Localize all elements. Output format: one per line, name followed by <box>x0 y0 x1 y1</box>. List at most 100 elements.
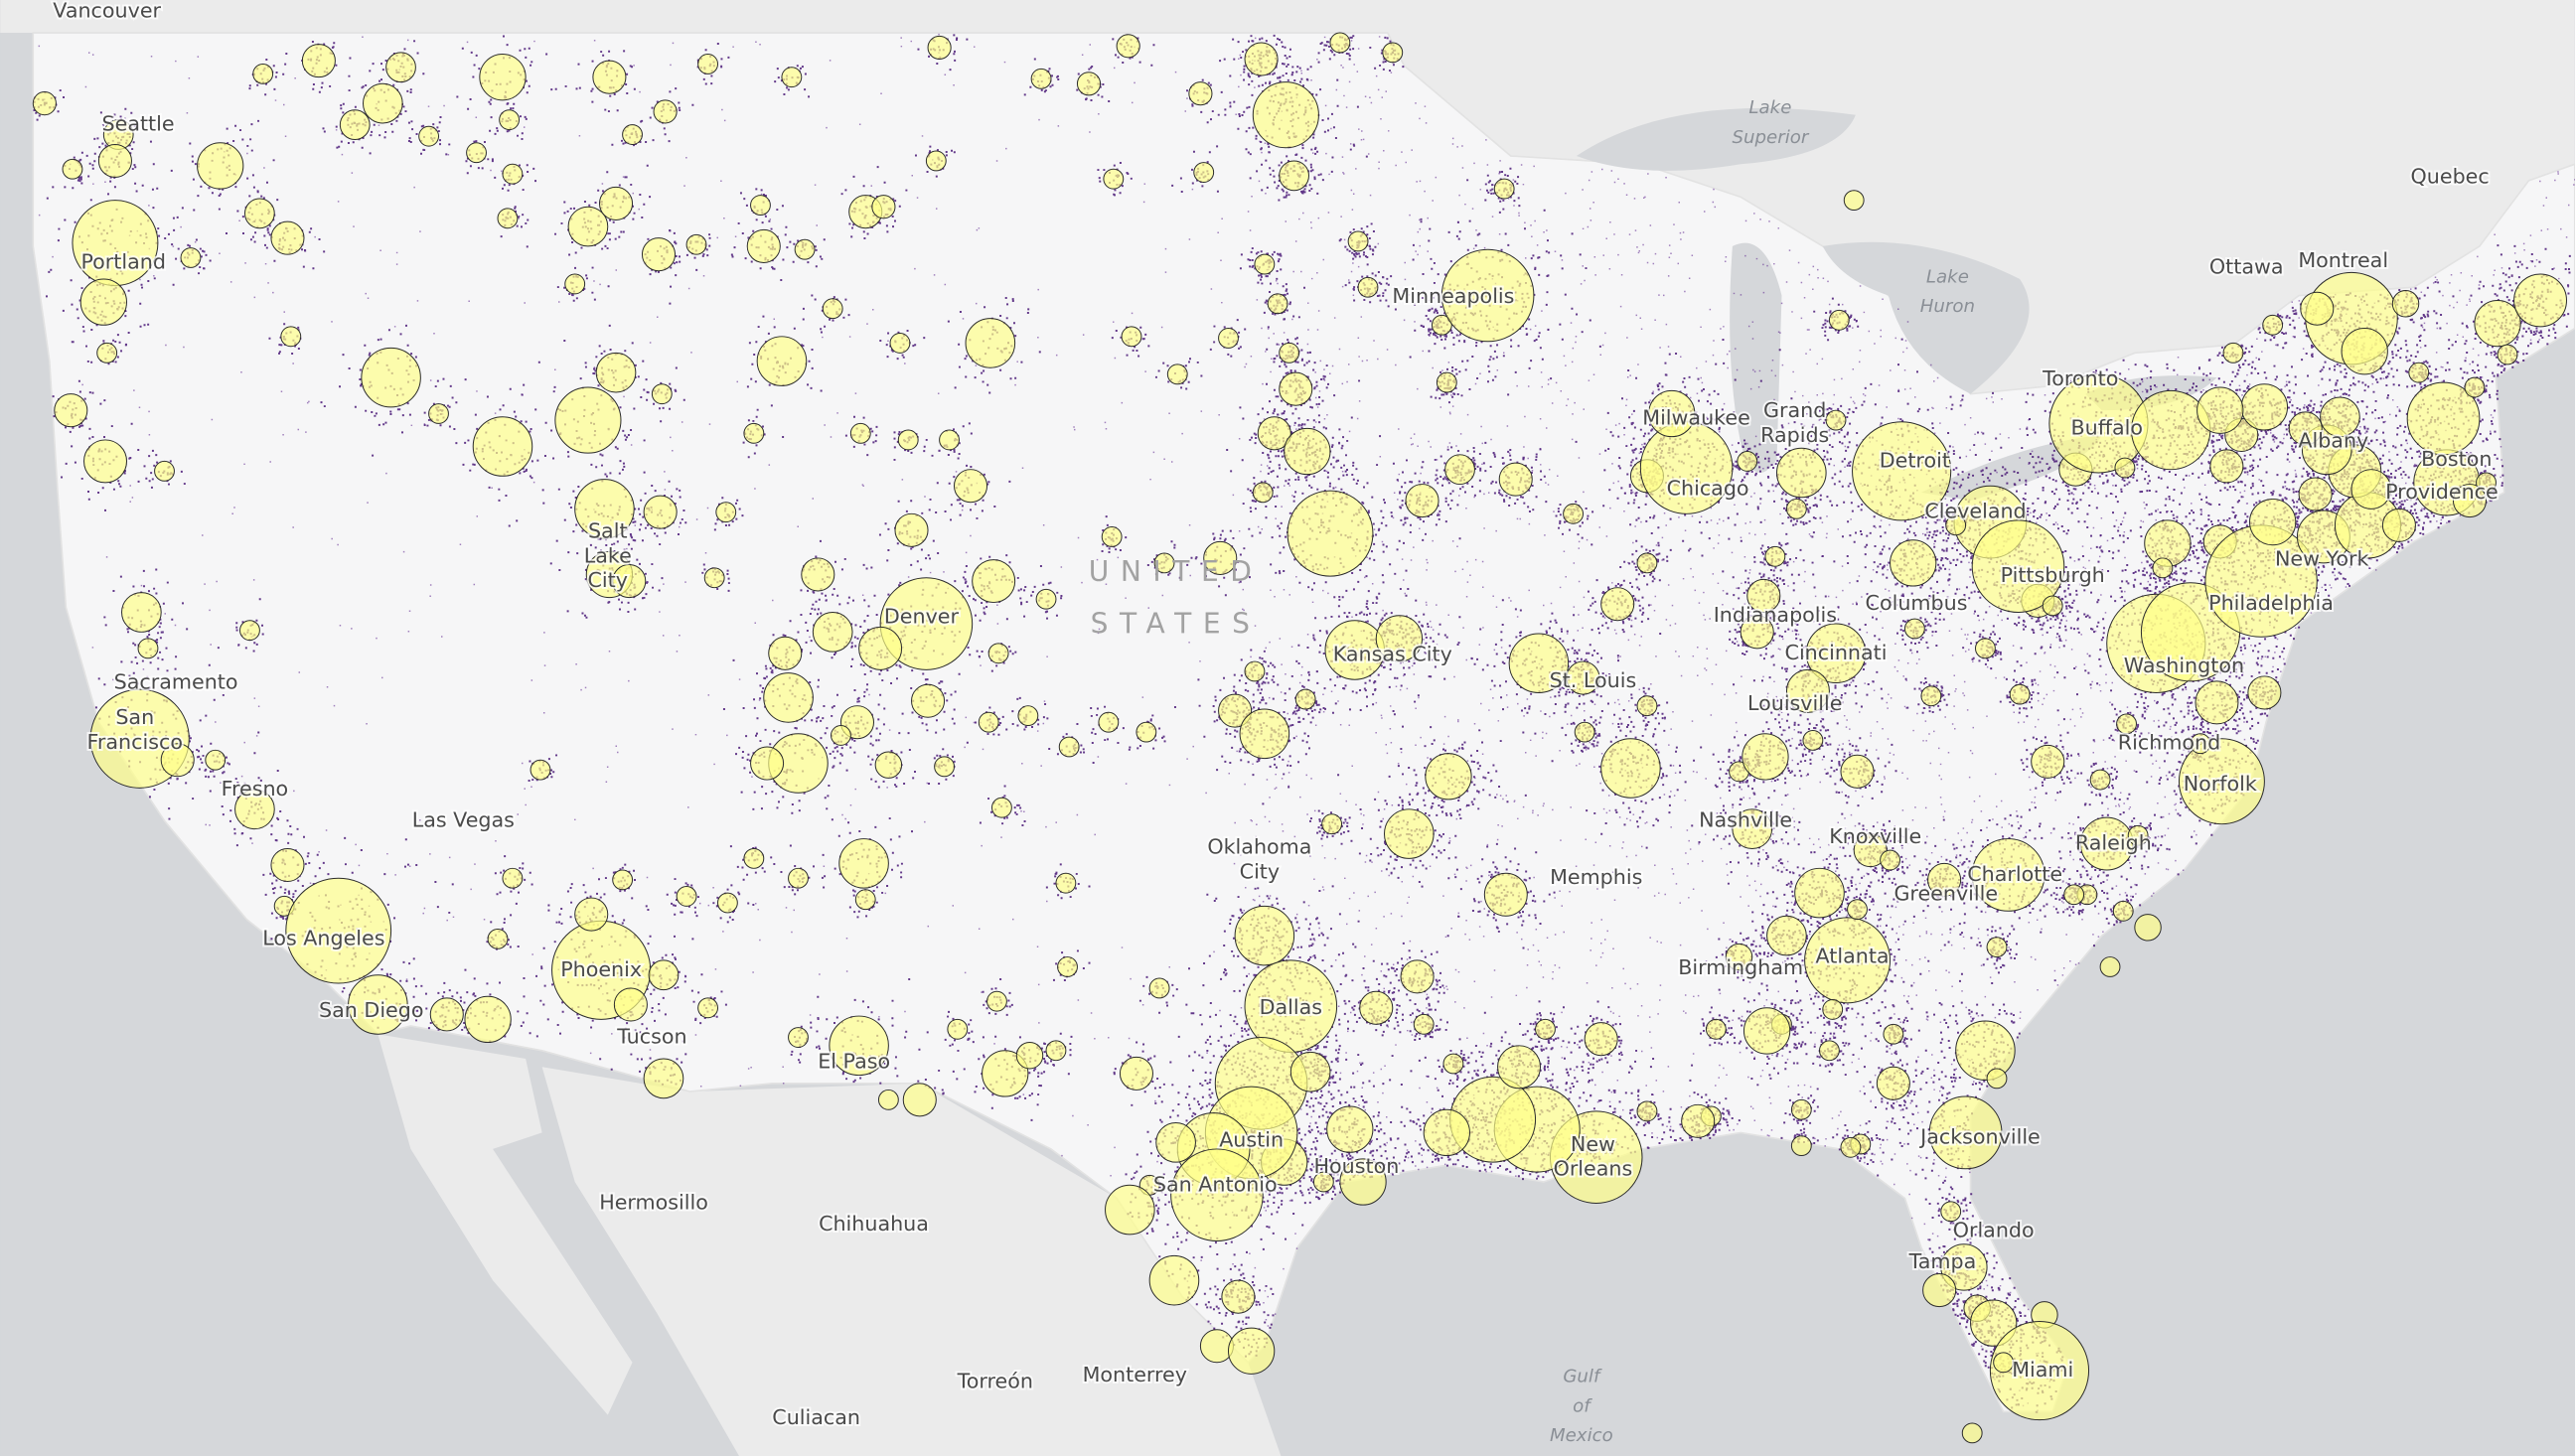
bubble <box>1971 519 2065 613</box>
bubble <box>1375 615 1424 662</box>
bubble <box>2288 411 2323 446</box>
place-label: Albany <box>2298 429 2368 453</box>
bubble <box>1732 808 1773 849</box>
bubble <box>1252 81 1319 149</box>
place-label: Raleigh <box>2075 831 2152 855</box>
bubble <box>1148 977 1170 999</box>
label-line: Lake <box>1748 97 1791 118</box>
place-label: Birmingham <box>1678 955 1803 979</box>
bubble <box>1218 328 1239 349</box>
place-label: Oklahoma City <box>1207 835 1311 884</box>
bubble <box>502 867 524 889</box>
bubble <box>1737 451 1758 472</box>
bubble <box>2127 824 2149 846</box>
place-label: Providence <box>2385 480 2499 504</box>
bubble <box>62 158 83 180</box>
label-line: Salt <box>588 518 628 542</box>
water-label: Lake Huron <box>1920 266 1975 317</box>
bubble <box>1802 729 1824 751</box>
bubble <box>643 1058 684 1099</box>
water-label: Lake Superior <box>1732 97 1809 148</box>
place-label: Boston <box>2421 447 2492 471</box>
bubble <box>1927 862 1962 897</box>
place-label: Cincinnati <box>1785 641 1888 664</box>
bubble <box>1257 416 1291 451</box>
place-label: Salt Lake City <box>584 518 632 592</box>
bubble <box>743 422 765 444</box>
bubble <box>1015 1042 1044 1070</box>
bubble <box>894 512 929 547</box>
label-line: Grand <box>1763 398 1826 422</box>
bubble <box>1347 230 1369 252</box>
bubble <box>934 756 955 778</box>
place-label: Buffalo <box>2070 415 2142 439</box>
bubble <box>716 892 738 914</box>
bubble <box>1148 1254 1200 1306</box>
place-label: Phoenix <box>560 957 642 981</box>
bubble <box>97 143 132 178</box>
bubble <box>854 889 876 911</box>
bubble <box>1170 1148 1264 1241</box>
place-label: Memphis <box>1550 865 1642 889</box>
bubble <box>1785 668 1830 713</box>
bubble <box>339 109 371 140</box>
bubble <box>812 611 853 653</box>
bubble <box>1828 309 1850 331</box>
place-label: New York <box>2275 547 2369 571</box>
bubble <box>1431 314 1452 336</box>
bubble <box>1153 552 1175 574</box>
bubble <box>794 238 816 260</box>
bubble <box>1961 1422 1983 1444</box>
bubble <box>1497 1045 1542 1090</box>
label-line: San <box>115 705 154 729</box>
bubble <box>239 620 260 642</box>
place-label: Indianapolis <box>1714 603 1837 627</box>
bubble <box>2031 744 2065 779</box>
bubble <box>1339 1158 1387 1206</box>
bubble <box>1600 587 1635 622</box>
bubble <box>1483 872 1528 917</box>
label-line: Huron <box>1920 296 1975 317</box>
bubble <box>871 195 896 219</box>
bubble <box>1566 660 1600 695</box>
place-label: Chicago <box>1667 477 1749 501</box>
bubble <box>1329 32 1351 54</box>
label-line: Lake <box>1926 266 1969 287</box>
country-label: UNITED STATES <box>1089 555 1264 641</box>
bubble <box>466 142 487 164</box>
bubble <box>564 273 586 295</box>
bubble <box>418 125 440 147</box>
bubble <box>2247 675 2282 710</box>
bubble <box>2341 328 2388 375</box>
great-lakes <box>1576 107 2217 502</box>
bubble <box>2190 733 2211 755</box>
bubble <box>574 479 635 539</box>
bubbles <box>32 32 2567 1444</box>
bubble <box>879 577 974 670</box>
bubble <box>991 797 1012 818</box>
bubble <box>270 220 305 255</box>
bubble <box>280 326 302 348</box>
bubble <box>1382 42 1404 64</box>
bubble <box>1825 409 1847 431</box>
bubble <box>939 429 960 451</box>
bubble <box>746 228 781 263</box>
bubble <box>1321 813 1343 835</box>
place-label: Orlando <box>1953 1219 2035 1242</box>
bubble <box>301 44 336 78</box>
bubble <box>1076 72 1102 96</box>
bubble <box>1574 721 1595 743</box>
bubble <box>1101 526 1123 547</box>
bubble <box>838 838 889 889</box>
bubble <box>2116 713 2137 735</box>
label-line: of <box>1573 1395 1592 1416</box>
bubble <box>1847 899 1868 921</box>
place-label: St. Louis <box>1550 668 1637 692</box>
bubble <box>1105 1184 1155 1236</box>
bubble <box>2009 683 2031 705</box>
lake-michigan <box>1730 242 1782 473</box>
bubble <box>1840 1136 1862 1158</box>
lake-huron <box>1822 241 2030 394</box>
bubble <box>205 749 227 771</box>
bubble <box>1017 705 1039 727</box>
